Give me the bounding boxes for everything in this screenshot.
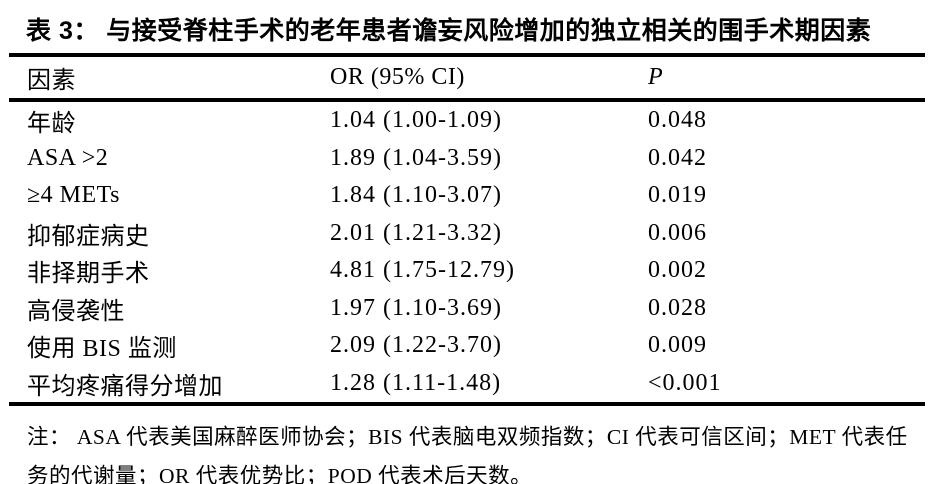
table-row: 抑郁症病史 2.01 (1.21-3.32) 0.006 <box>0 215 948 253</box>
table-row: 年龄 1.04 (1.00-1.09) 0.048 <box>0 102 948 140</box>
p-value-cell: 0.006 <box>648 219 707 246</box>
column-header-p: P <box>648 64 663 90</box>
or-ci-cell: 2.09 (1.22-3.70) <box>330 332 502 359</box>
p-value-cell: 0.028 <box>648 294 707 321</box>
header-divider <box>9 98 925 102</box>
factor-cell: 使用 BIS 监测 <box>27 336 177 363</box>
table-row: 非择期手术 4.81 (1.75-12.79) 0.002 <box>0 252 948 290</box>
or-ci-cell: 1.84 (1.10-3.07) <box>330 182 502 209</box>
column-header-or-ci: OR (95% CI) <box>330 64 465 90</box>
table-row: 高侵袭性 1.97 (1.10-3.69) 0.028 <box>0 290 948 328</box>
table-bottom-divider <box>9 402 925 406</box>
table-footnote: 注： ASA 代表美国麻醉医师协会；BIS 代表脑电双频指数；CI 代表可信区间… <box>27 425 908 484</box>
table-row: ≥4 METs 1.84 (1.10-3.07) 0.019 <box>0 177 948 215</box>
table-header-row: 因素 OR (95% CI) P <box>0 57 948 98</box>
p-value-cell: 0.009 <box>648 332 707 359</box>
factor-cell: 高侵袭性 <box>27 298 125 325</box>
table-row: ASA >2 1.89 (1.04-3.59) 0.042 <box>0 140 948 178</box>
factor-cell: ASA >2 <box>27 144 109 171</box>
factor-cell: 平均疼痛得分增加 <box>27 373 223 400</box>
factor-cell: 年龄 <box>27 111 76 138</box>
or-ci-cell: 4.81 (1.75-12.79) <box>330 257 515 284</box>
or-ci-cell: 1.97 (1.10-3.69) <box>330 294 502 321</box>
p-value-cell: 0.042 <box>648 144 707 171</box>
table-row: 平均疼痛得分增加 1.28 (1.11-1.48) <0.001 <box>0 365 948 403</box>
factor-cell: 抑郁症病史 <box>27 223 150 250</box>
or-ci-cell: 2.01 (1.21-3.32) <box>330 219 502 246</box>
table-title: 表 3： 与接受脊柱手术的老年患者谵妄风险增加的独立相关的围手术期因素 <box>26 17 872 45</box>
or-ci-cell: 1.28 (1.11-1.48) <box>330 369 502 396</box>
p-value-cell: 0.048 <box>648 107 707 134</box>
title-divider <box>9 53 925 57</box>
table-row: 使用 BIS 监测 2.09 (1.22-3.70) 0.009 <box>0 327 948 365</box>
or-ci-cell: 1.04 (1.00-1.09) <box>330 107 502 134</box>
factor-cell: 非择期手术 <box>27 261 150 288</box>
p-value-cell: 0.019 <box>648 182 707 209</box>
column-header-factor: 因素 <box>27 68 76 94</box>
factor-cell: ≥4 METs <box>27 182 120 209</box>
or-ci-cell: 1.89 (1.04-3.59) <box>330 144 502 171</box>
p-value-cell: 0.002 <box>648 257 707 284</box>
p-value-cell: <0.001 <box>648 369 722 396</box>
